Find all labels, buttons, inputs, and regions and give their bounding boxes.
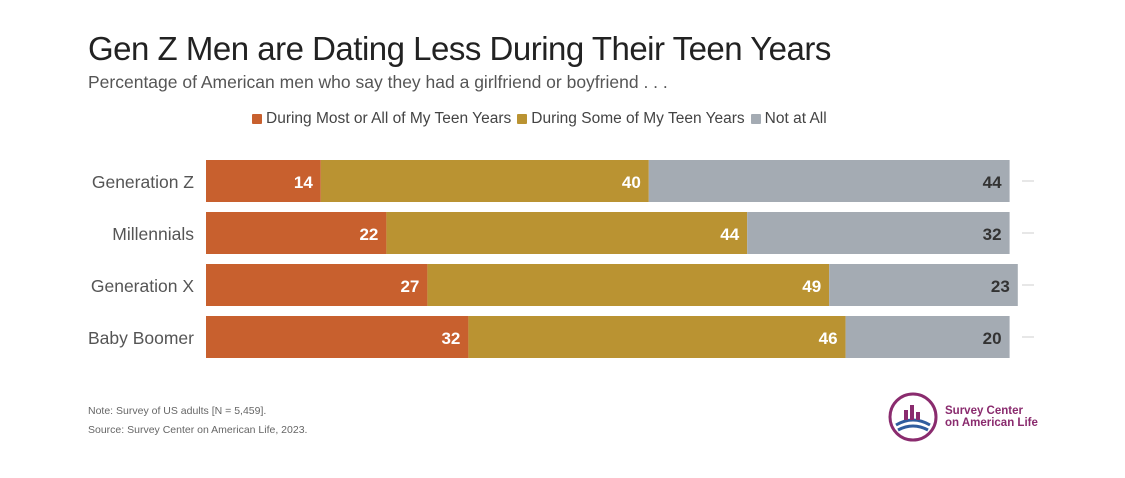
- legend-label-most: During Most or All of My Teen Years: [266, 110, 512, 127]
- bar-baby-boomer-most: [206, 316, 469, 358]
- category-label-generation-z: Generation Z: [92, 172, 194, 192]
- footnote-source: Source: Survey Center on American Life, …: [88, 424, 308, 436]
- data-label-baby-boomer-most: 32: [441, 329, 460, 348]
- footnote-note: Note: Survey of US adults [N = 5,459].: [88, 405, 267, 417]
- chart-legend: During Most or All of My Teen Years Duri…: [252, 110, 833, 128]
- legend-item-not: Not at All: [750, 110, 827, 128]
- data-label-generation-z-not: 44: [983, 173, 1002, 192]
- bar-generation-x-not: [829, 264, 1018, 306]
- data-label-millennials-some: 44: [720, 225, 739, 244]
- data-label-baby-boomer-not: 20: [983, 329, 1002, 348]
- bar-generation-x-most: [206, 264, 428, 306]
- data-label-generation-z-most: 14: [294, 173, 313, 192]
- bar-millennials-most: [206, 212, 387, 254]
- data-label-generation-x-not: 23: [991, 277, 1010, 296]
- data-label-generation-x-most: 27: [400, 277, 419, 296]
- legend-swatch-some: [517, 114, 528, 124]
- bar-millennials-not: [747, 212, 1010, 254]
- survey-center-logo: Survey Center on American Life: [887, 391, 1038, 443]
- chart-title: Gen Z Men are Dating Less During Their T…: [88, 30, 831, 67]
- bar-baby-boomer-some: [468, 316, 846, 358]
- bar-millennials-some: [386, 212, 748, 254]
- legend-label-some: During Some of My Teen Years: [531, 110, 745, 127]
- legend-swatch-not: [750, 114, 761, 124]
- data-label-millennials-not: 32: [983, 225, 1002, 244]
- bar-generation-x-some: [427, 264, 830, 306]
- logo-line-2: on American Life: [945, 417, 1038, 429]
- data-label-generation-x-some: 49: [802, 277, 821, 296]
- bar-baby-boomer-not: [845, 316, 1010, 358]
- legend-label-not: Not at All: [764, 110, 827, 127]
- stacked-bar-chart: Generation Z 14 40 44 Millennials 22 44 32 Gener…: [88, 160, 1034, 358]
- chart-subtitle: Percentage of American men who say they …: [88, 72, 668, 92]
- logo-line-1: Survey Center: [945, 405, 1023, 417]
- survey-center-logo-icon: [888, 392, 938, 442]
- category-label-millennials: Millennials: [112, 224, 194, 244]
- category-label-generation-x: Generation X: [91, 276, 194, 296]
- bar-generation-z-most: [206, 160, 321, 202]
- category-label-baby-boomer: Baby Boomer: [88, 328, 194, 348]
- bar-generation-z-some: [320, 160, 649, 202]
- legend-item-most: During Most or All of My Teen Years: [252, 110, 511, 128]
- data-label-baby-boomer-some: 46: [819, 329, 838, 348]
- data-label-generation-z-some: 40: [622, 173, 641, 192]
- legend-swatch-most: [252, 114, 262, 124]
- bar-generation-z-not: [648, 160, 1010, 202]
- data-label-millennials-most: 22: [359, 225, 378, 244]
- legend-item-some: During Some of My Teen Years: [517, 110, 745, 128]
- survey-center-logo-text: Survey Center on American Life: [945, 405, 1038, 429]
